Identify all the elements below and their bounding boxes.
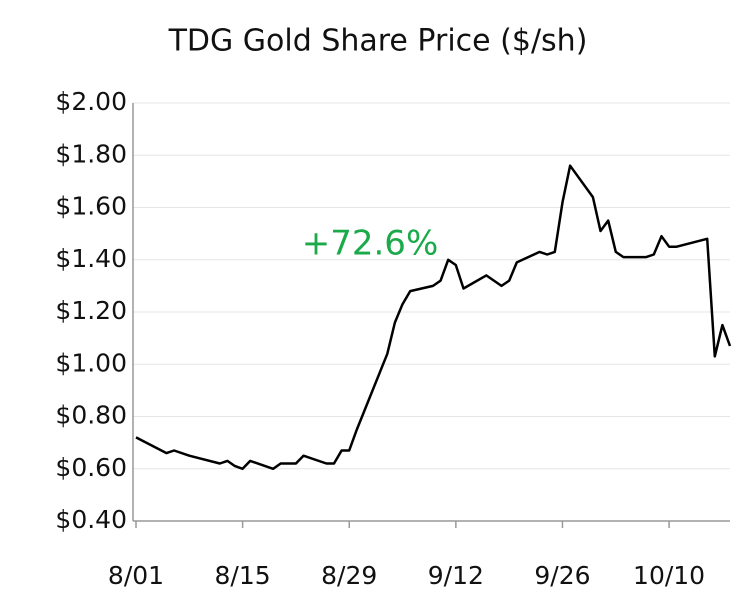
x-tick-label: 8/29	[321, 561, 377, 590]
y-tick-label: $1.00	[55, 348, 127, 377]
x-tick-label: 8/15	[215, 561, 271, 590]
price-line	[135, 164, 732, 471]
y-tick-label: $1.60	[55, 192, 127, 221]
y-tick-label: $0.80	[55, 401, 127, 430]
y-tick-label: $1.20	[55, 296, 127, 325]
y-tick-label: $0.60	[55, 453, 127, 482]
y-tick-label: $0.40	[55, 505, 127, 534]
x-tick-label: 8/01	[108, 561, 164, 590]
annotation: +72.6%	[302, 224, 439, 264]
x-tick-label: 10/10	[633, 561, 705, 590]
y-tick-label: $2.00	[55, 87, 127, 116]
x-tick-label: 9/12	[428, 561, 484, 590]
y-tick-label: $1.40	[55, 244, 127, 273]
x-tick-label: 9/26	[534, 561, 590, 590]
y-tick-label: $1.80	[55, 139, 127, 168]
chart-title: TDG Gold Share Price ($/sh)	[168, 24, 588, 59]
